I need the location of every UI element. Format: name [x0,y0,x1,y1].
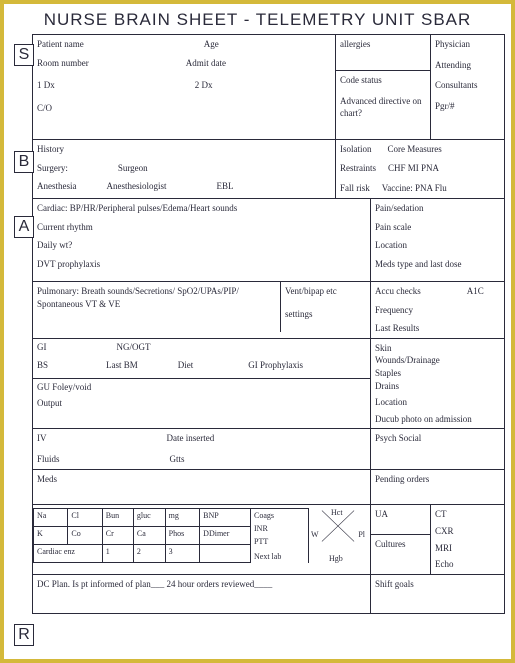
fluids-label: Fluids [37,454,60,464]
isolation-label: Isolation [340,144,372,154]
skin-label: Skin [375,342,500,355]
admit-label: Admit date [186,58,226,68]
pain-sedation-label: Pain/sedation [375,202,500,215]
vacc-label: Vaccine: PNA Flu [382,183,447,193]
ua-block: UA Cultures [371,505,431,573]
physician-label: Physician [435,38,500,51]
nurse-brain-sheet: NURSE BRAIN SHEET - TELEMETRY UNIT SBAR … [0,0,515,663]
coags-block: Coags INR PTT Next lab [251,508,309,563]
accu-label: Accu checks [375,286,421,296]
bs-label: BS [37,360,48,370]
diet-label: Diet [178,360,194,370]
sheet-title: NURSE BRAIN SHEET - TELEMETRY UNIT SBAR [10,8,505,34]
imaging-block: CT CXR MRI Echo [431,505,504,573]
a-letterhead: A [14,216,34,238]
co-label: C/O [37,102,331,115]
dx1-label: 1 Dx [37,80,55,90]
room-label: Room number [37,58,89,68]
core-label: Core Measures [388,144,442,154]
code-status-label: Code status [340,74,426,87]
psych-block: Psych Social [371,429,504,469]
skin-loc-label: Location [375,396,500,409]
vent-settings-label: settings [285,308,366,321]
output-label: Output [37,398,366,408]
dateins-label: Date inserted [167,433,215,443]
adv-directive-label: Advanced directive on chart? [340,95,426,120]
r-letterhead: R [14,624,34,646]
allergies-label: allergies [336,35,430,71]
s-physician-block: Physician Attending Consultants Pgr/# [431,35,504,139]
meds-type-label: Meds type and last dose [375,258,500,271]
pulmonary-block: Pulmonary: Breath sounds/Secretions/ SpO… [33,282,281,332]
skin-block: Skin Wounds/Drainage Staples Drains Loca… [371,339,504,429]
vent-label: Vent/bipap etc [285,285,366,298]
wounds-label: Wounds/Drainage [375,354,500,367]
s-patient-block: Patient name Age Room number Admit date 1 … [33,35,336,139]
b-history-block: History Surgery: Surgeon Anesthesia Anesth… [33,140,336,198]
a-section: Cardiac: BP/HR/Peripheral pulses/Edema/H… [32,199,505,614]
consultants-label: Consultants [435,79,500,92]
gu-label: GU Foley/void [37,382,366,392]
iv-label: IV [37,433,47,443]
dx2-label: 2 Dx [195,80,213,90]
surgery-label: Surgery: [37,163,68,173]
cardiac-block: Cardiac: BP/HR/Peripheral pulses/Edema/H… [33,199,371,281]
iv-block: IV Date inserted Fluids Gtts [33,429,371,469]
history-label: History [37,143,331,156]
vent-block: Vent/bipap etc settings [281,282,371,338]
cardiac-hdr: Cardiac: BP/HR/Peripheral pulses/Edema/H… [37,202,366,215]
b-section: History Surgery: Surgeon Anesthesia Anesth… [32,140,505,199]
lastbm-label: Last BM [106,360,138,370]
anesthesiologist-label: Anesthesiologist [107,181,167,191]
dvt-label: DVT prophylaxis [37,258,366,271]
meds-block: Meds [33,470,371,504]
gi-label: GI [37,342,47,352]
gi-gu-block: GI NG/OGT BS Last BM Diet GI Prophylaxis GU … [33,339,371,429]
lastresults-label: Last Results [375,322,500,335]
dc-plan-block: DC Plan. Is pt informed of plan___ 24 ho… [33,575,371,613]
a1c-label: A1C [467,286,484,296]
dailywt-label: Daily wt? [37,239,366,252]
b-letterhead: B [14,151,34,173]
chem-table: NaClBunglucmgBNP KCoCrCaPhosDDimer Cardi… [33,508,251,563]
attending-label: Attending [435,59,500,72]
gtts-label: Gtts [170,454,185,464]
giproph-label: GI Prophylaxis [248,360,303,370]
pain-loc-label: Location [375,239,500,252]
ng-label: NG/OGT [117,342,151,352]
pain-scale-label: Pain scale [375,221,500,234]
patient-name-label: Patient name [37,39,84,49]
rhythm-label: Current rhythm [37,221,366,234]
cbc-fishbone: Hct W Pl Hgb [309,508,367,563]
surgeon-label: Surgeon [118,163,148,173]
restraints-label: Restraints [340,163,376,173]
s-section: Patient name Age Room number Admit date 1 … [32,34,505,140]
fall-label: Fall risk [340,183,370,193]
pending-block: Pending orders [371,470,504,504]
s-allergy-block: allergies Code status Advanced directive… [336,35,431,139]
pulm-line2: Spontaneous VT & VE [37,298,276,311]
s-letterhead: S [14,44,34,66]
labs-block: NaClBunglucmgBNP KCoCrCaPhosDDimer Cardi… [33,505,371,573]
accu-block: Accu checks A1C Frequency Last Results [371,282,504,338]
ducub-label: Ducub photo on admission [375,413,500,426]
freq-label: Frequency [375,304,500,317]
chf-label: CHF MI PNA [388,163,439,173]
drains-label: Drains [375,380,500,393]
anesthesia-label: Anesthesia [37,181,77,191]
staples-label: Staples [375,367,500,380]
age-label: Age [204,39,219,49]
b-isolation-block: Isolation Core Measures Restraints CHF MI … [336,140,504,198]
pain-block: Pain/sedation Pain scale Location Meds t… [371,199,504,281]
pgr-label: Pgr/# [435,100,500,113]
shift-goals-block: Shift goals [371,575,504,613]
pulm-hdr: Pulmonary: Breath sounds/Secretions/ SpO… [37,285,276,298]
ebl-label: EBL [217,181,234,191]
